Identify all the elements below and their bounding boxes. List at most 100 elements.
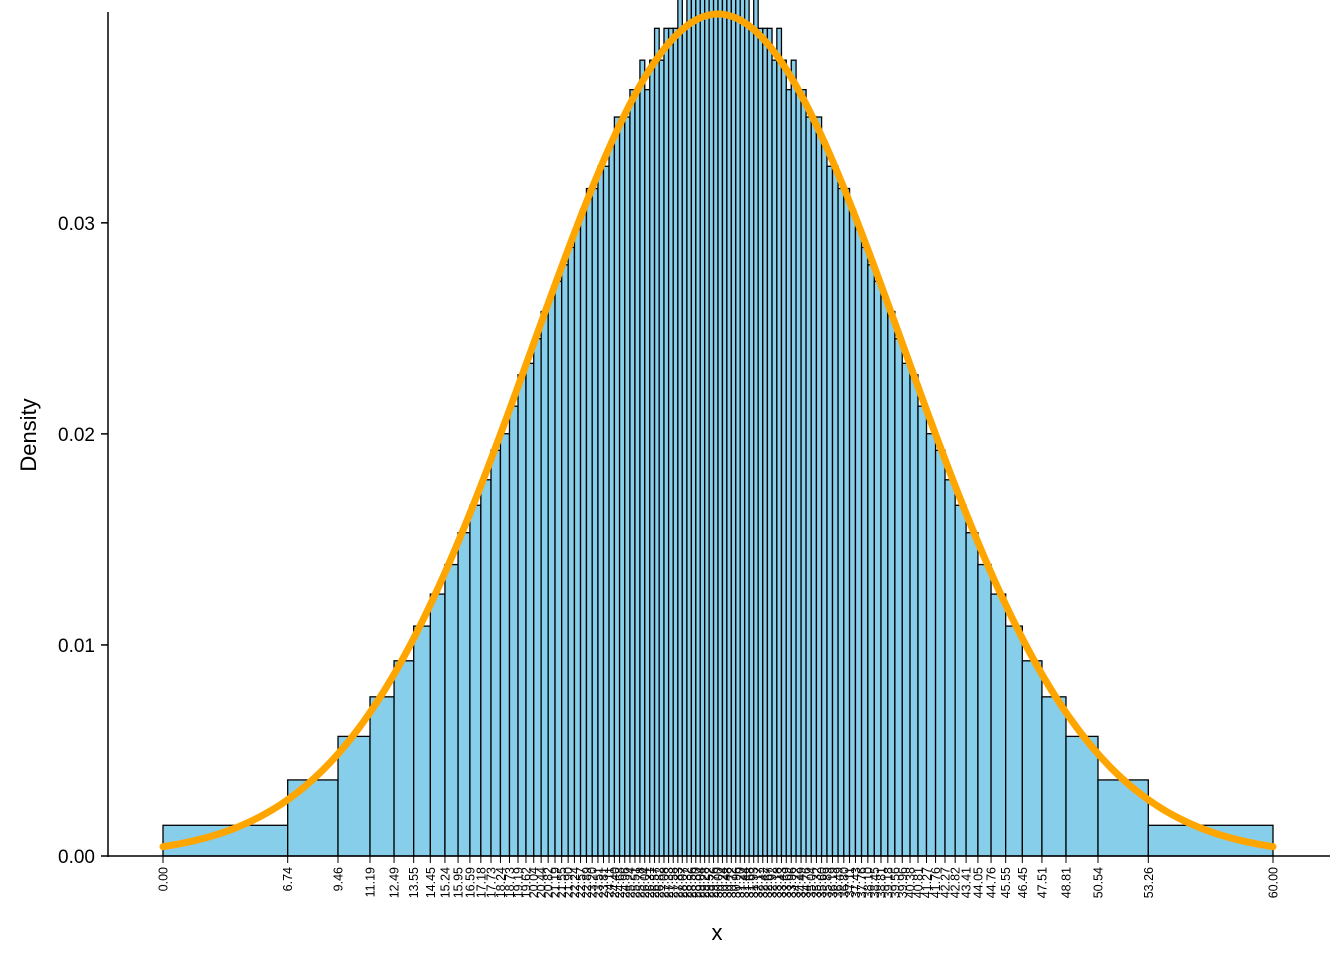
histogram-bar xyxy=(369,696,395,857)
x-tick-label: 24.96 xyxy=(618,867,632,898)
x-tick-label: 22.24 xyxy=(568,867,582,898)
histogram-bar xyxy=(602,165,610,857)
x-tick-label: 32.67 xyxy=(761,867,775,898)
x-tick-label: 32.92 xyxy=(766,867,780,898)
x-tick-label: 30.72 xyxy=(725,867,739,898)
histogram-bar xyxy=(690,0,697,857)
x-tick-label: 11.19 xyxy=(364,867,378,897)
histogram-bar xyxy=(469,504,482,857)
x-tick-label: 27.08 xyxy=(657,867,671,898)
x-tick-label: 20.44 xyxy=(535,867,549,898)
histogram-bar xyxy=(887,310,896,857)
x-tick-label: 39.18 xyxy=(881,867,895,898)
x-tick-label: 38.10 xyxy=(861,867,875,898)
histogram-bar xyxy=(790,59,797,857)
y-axis: 0.00 0.01 0.02 0.03 xyxy=(58,12,109,868)
x-tick-label: 30.48 xyxy=(720,867,734,898)
x-tick-label: 19.62 xyxy=(519,867,533,898)
histogram-bar xyxy=(735,0,741,857)
x-tick-label: 28.07 xyxy=(676,867,690,898)
x-tick-label: 47.51 xyxy=(1035,867,1049,898)
x-tick-label: 53.26 xyxy=(1142,867,1156,898)
histogram-bar xyxy=(1041,696,1067,857)
x-tick-label: 32.17 xyxy=(752,867,766,898)
x-tick-label: 30.00 xyxy=(712,867,726,898)
histogram-bar xyxy=(901,362,911,857)
x-tick-label: 27.33 xyxy=(662,867,676,898)
x-tick-label: 26.57 xyxy=(648,867,662,898)
histogram-bar xyxy=(393,660,415,857)
x-tick-label: 21.55 xyxy=(555,867,569,898)
histogram-bar xyxy=(585,187,593,857)
x-tick-label: 31.20 xyxy=(734,867,748,898)
histogram-bar xyxy=(613,116,621,857)
histogram-bar xyxy=(785,88,792,857)
histogram-bar xyxy=(771,59,778,857)
histogram-bar xyxy=(820,141,828,857)
histogram-bar xyxy=(649,59,656,857)
histogram-bar xyxy=(810,116,818,857)
histogram-bar xyxy=(743,0,750,857)
histogram-bar xyxy=(695,0,701,857)
histogram-bar xyxy=(490,449,502,857)
x-tick-label: 15.95 xyxy=(452,867,466,898)
histogram-bar xyxy=(547,296,556,857)
histogram-bar xyxy=(800,88,807,857)
x-tick-label: 13.55 xyxy=(407,867,421,898)
histogram-bar xyxy=(721,0,728,857)
histogram-bar xyxy=(831,165,839,857)
x-tick-label: 36.19 xyxy=(826,867,840,898)
histogram-bar xyxy=(880,296,889,857)
x-tick-label: 31.44 xyxy=(738,867,752,898)
x-tick-label: 42.82 xyxy=(949,867,963,898)
histogram-bar xyxy=(658,59,665,857)
x-tick-label: 45.55 xyxy=(999,867,1013,898)
x-tick-label: 15.24 xyxy=(438,867,452,898)
x-tick-label: 28.32 xyxy=(680,867,694,898)
x-tick-label: 35.60 xyxy=(815,867,829,898)
histogram-bar xyxy=(894,338,903,857)
x-tick-label: 34.76 xyxy=(800,867,814,898)
histogram-bar xyxy=(704,0,710,857)
y-tick-label: 0.00 xyxy=(58,847,95,868)
histogram-bar xyxy=(597,165,605,857)
histogram-bar xyxy=(681,27,688,857)
x-tick-label: 6.74 xyxy=(281,867,295,891)
x-tick-label: 21.19 xyxy=(549,867,563,898)
x-tick-label: 33.69 xyxy=(780,867,794,898)
histogram-bar xyxy=(873,280,882,857)
x-tick-label: 29.04 xyxy=(694,867,708,898)
y-tick-label: 0.01 xyxy=(58,636,95,657)
x-tick-label: 48.81 xyxy=(1059,867,1073,898)
histogram-bar xyxy=(429,593,446,857)
x-tick-label: 26.04 xyxy=(638,867,652,898)
x-tick-label: 40.38 xyxy=(904,867,918,898)
y-tick-label: 0.02 xyxy=(58,425,95,446)
x-tick-label: 33.43 xyxy=(775,867,789,898)
histogram-bar xyxy=(954,504,967,857)
histogram-bar xyxy=(726,0,732,857)
x-tick-label: 20.82 xyxy=(542,867,556,898)
histogram-bar xyxy=(753,0,759,857)
histogram-bar xyxy=(917,405,928,857)
x-tick-label: 50.54 xyxy=(1091,867,1105,898)
histogram-bar xyxy=(843,187,851,857)
histogram-bar xyxy=(629,88,636,857)
x-tick-label: 35.04 xyxy=(805,867,819,898)
x-tick-label: 46.45 xyxy=(1016,867,1030,898)
histogram-bar xyxy=(848,208,857,857)
histogram-bar xyxy=(977,563,992,857)
x-tick-label: 33.96 xyxy=(785,867,799,898)
x-tick-label: 16.59 xyxy=(463,867,477,898)
histogram-bar xyxy=(944,479,956,857)
x-tick-label: 34.49 xyxy=(795,867,809,898)
x-tick-label: 35.89 xyxy=(820,867,834,898)
histogram-bar xyxy=(717,0,724,857)
histogram-bar xyxy=(739,0,746,857)
x-tick-label: 36.80 xyxy=(837,867,851,898)
histogram-bar xyxy=(573,228,582,857)
x-tick-label: 38.81 xyxy=(874,867,888,898)
histogram-bar xyxy=(1065,735,1099,857)
x-tick-label: 30.24 xyxy=(716,867,730,898)
x-tick-label: 20.04 xyxy=(527,867,541,898)
